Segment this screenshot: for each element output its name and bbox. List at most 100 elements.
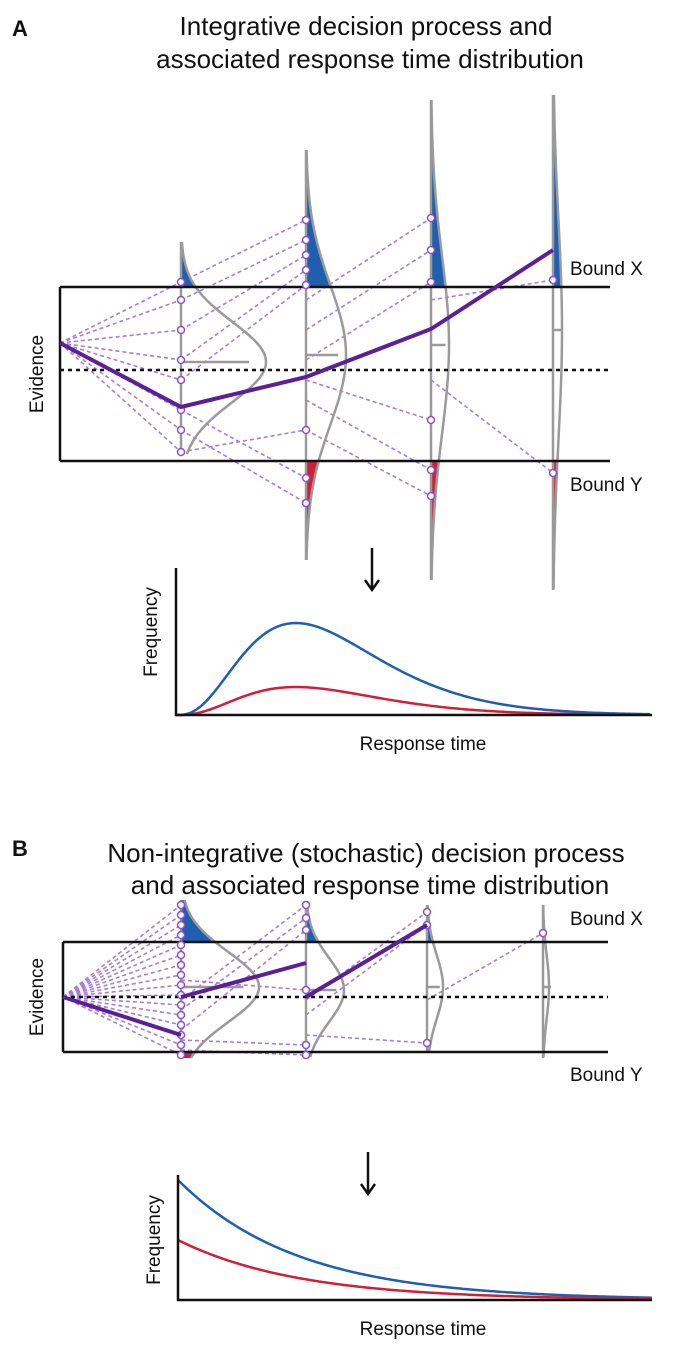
sample-dot [301,498,311,508]
sample-path [180,254,307,331]
sample-path [62,904,182,998]
sample-dot [301,280,311,290]
panel-label: A [12,16,28,41]
distribution-curve [183,899,261,1059]
panel-title: Integrative decision process and [180,11,553,41]
sample-path [180,904,307,1001]
sample-path [62,984,182,998]
sample-dot [426,277,436,287]
axis-label: Response time [360,734,487,755]
sample-path [305,429,432,497]
distribution-curve [305,904,346,1058]
sample-path [180,219,307,283]
sample-path [62,996,182,1056]
sample-path [62,924,182,998]
sample-dot [176,355,186,365]
sample-dot [301,473,311,483]
axis-label: Frequency [141,587,162,677]
sample-dot [426,245,436,255]
bound-label: Bound X [570,909,643,930]
sample-path [59,342,182,453]
example-path [59,248,555,410]
sample-dot [422,907,432,917]
example-path [62,995,182,1037]
sample-dot [176,277,186,287]
sample-dot [301,1040,311,1050]
sample-dot [426,415,436,425]
sample-path [305,924,428,1016]
bound-x-mass [431,100,446,287]
sample-dot [176,900,186,910]
sample-path [305,399,432,471]
sample-path [180,409,307,479]
sample-dot [176,980,186,990]
sample-path [62,996,182,1026]
sample-dot [301,900,311,910]
sample-dot [301,925,311,935]
sample-dot [176,325,186,335]
sample-dot [301,985,311,995]
sample-dot [422,1038,432,1048]
sample-path [430,379,554,474]
arrow-head [359,1183,377,1197]
sample-dot [301,265,311,275]
sample-dot [176,425,186,435]
bound-x-mass [181,900,216,942]
sample-path [180,429,307,504]
axis-label: Evidence [27,335,48,413]
sample-dot [176,930,186,940]
sample-path [59,342,182,361]
sample-path [59,299,182,344]
panel-title: associated response time distribution [156,44,584,74]
sample-dot [176,920,186,930]
sample-path [180,239,307,301]
axis-label: Evidence [27,958,48,1036]
distribution-curve [305,149,348,561]
blue-rt-curve [175,621,651,717]
bound-x-mass [427,905,433,942]
sample-dot [301,235,311,245]
sample-dot [426,491,436,501]
bound-x-mass [181,242,195,287]
sample-path [62,996,182,1006]
sample-path [305,379,432,421]
sample-dot [301,215,311,225]
blue-rt-curve [177,1179,653,1299]
bound-label: Bound Y [570,475,643,496]
sample-dot [301,1050,311,1060]
axis-label: Response time [360,1319,487,1340]
example-path [304,923,429,999]
sample-path [180,269,307,361]
sample-dot [426,465,436,475]
distribution-curve [426,904,445,1054]
bound-label: Bound X [570,259,643,280]
panel-title: Non-integrative (stochastic) decision pr… [107,838,624,868]
sample-path [59,342,182,431]
sample-dot [176,1050,186,1060]
rt-axes [174,568,652,717]
panel-title: and associated response time distributio… [131,870,609,900]
sample-dot [426,213,436,223]
sample-path [305,1034,428,1044]
distribution-curve [430,99,451,581]
sample-path [62,934,182,998]
sample-dot [548,275,558,285]
red-rt-curve [177,1238,653,1301]
sample-path [59,281,182,344]
sample-path [62,914,182,998]
sample-dot [176,447,186,457]
sample-dot [176,295,186,305]
sample-dot [301,425,311,435]
sample-path [305,249,432,331]
sample-path [59,329,182,344]
sample-dot [301,250,311,260]
sample-dot [301,913,311,923]
bound-y-mass [431,461,439,580]
sample-path [62,944,182,998]
sample-path [180,429,307,453]
sample-dot [176,1020,186,1030]
arrow-head [363,579,381,593]
sample-dot [176,1010,186,1020]
bound-label: Bound Y [570,1065,643,1086]
